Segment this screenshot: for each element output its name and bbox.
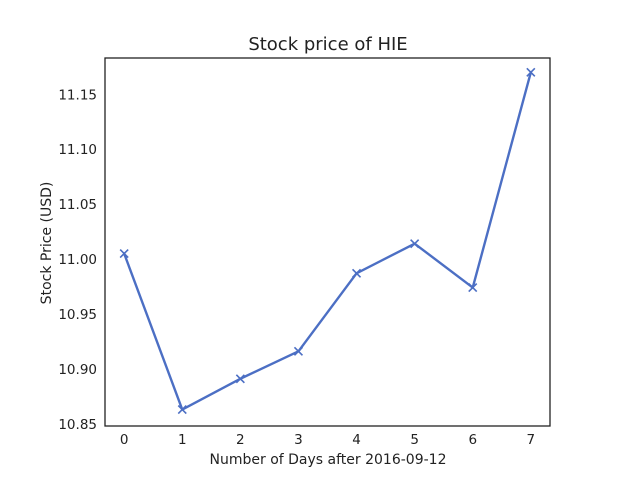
chart-title: Stock price of HIE (248, 34, 407, 55)
marker-stroke (526, 67, 536, 77)
x-tick-label: 5 (410, 432, 419, 448)
x-tick-label: 2 (236, 432, 245, 448)
y-tick-label: 10.95 (58, 307, 97, 323)
marker-stroke (119, 248, 129, 259)
marker-stroke (468, 283, 478, 293)
x-tick-label: 7 (527, 432, 536, 448)
marker-stroke (293, 346, 304, 356)
x-tick-label: 4 (352, 432, 361, 448)
plot-area: 0 1 2 3 4 5 6 7 10.85 10.90 10.95 11.00 11.05 11.10 11… (58, 57, 551, 448)
data-point-marker (293, 346, 304, 356)
marker-stroke (177, 404, 187, 415)
x-tick-label: 3 (294, 432, 303, 448)
series-line (122, 71, 533, 411)
data-point-marker (410, 239, 420, 249)
y-tick-label: 11.15 (58, 87, 97, 103)
data-point-marker (177, 404, 187, 415)
x-tick-label: 1 (178, 432, 187, 448)
x-axis-label: Number of Days after 2016-09-12 (210, 452, 447, 468)
data-point-marker (468, 283, 478, 293)
y-tick-label: 10.85 (58, 417, 97, 433)
y-tick-label: 11.10 (58, 142, 97, 158)
marker-stroke (235, 374, 245, 384)
data-point-marker (119, 248, 129, 259)
plot-frame (104, 57, 551, 427)
data-point-marker (351, 268, 362, 278)
y-tick-label: 11.00 (58, 252, 97, 268)
data-point-marker (235, 374, 245, 384)
marker-stroke (351, 268, 362, 278)
x-tick-label: 0 (120, 432, 129, 448)
y-tick-label: 11.05 (58, 197, 97, 213)
data-point-marker (526, 67, 536, 77)
x-tick-label: 6 (468, 432, 477, 448)
marker-stroke (410, 239, 420, 249)
y-tick-label: 10.90 (58, 362, 97, 378)
y-axis-label: Stock Price (USD) (39, 182, 55, 305)
